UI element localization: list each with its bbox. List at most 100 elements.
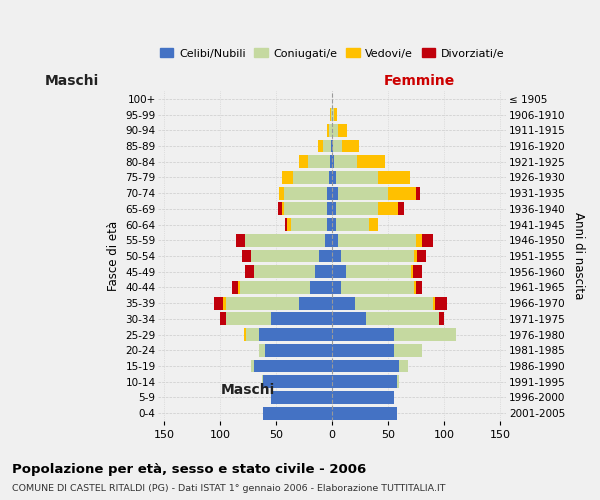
Text: Maschi: Maschi: [44, 74, 98, 88]
Bar: [291, 218, 326, 231]
Bar: [332, 108, 334, 121]
Bar: [335, 202, 378, 215]
Bar: [414, 250, 418, 262]
Bar: [238, 281, 240, 294]
Bar: [259, 328, 332, 341]
Bar: [413, 266, 422, 278]
Bar: [326, 124, 329, 137]
Bar: [325, 234, 332, 246]
Bar: [285, 218, 287, 231]
Bar: [332, 296, 355, 310]
Bar: [293, 171, 329, 184]
Bar: [284, 186, 326, 200]
Bar: [355, 296, 433, 310]
Bar: [226, 296, 299, 310]
Bar: [299, 156, 308, 168]
Bar: [338, 186, 388, 200]
Bar: [323, 140, 331, 152]
Bar: [388, 186, 416, 200]
Bar: [414, 281, 416, 294]
Bar: [398, 202, 404, 215]
Bar: [271, 312, 332, 326]
Text: Femmine: Femmine: [383, 74, 455, 88]
Bar: [335, 171, 378, 184]
Bar: [214, 296, 223, 310]
Bar: [282, 202, 284, 215]
Bar: [236, 234, 245, 246]
Bar: [397, 376, 400, 388]
Bar: [338, 234, 416, 246]
Bar: [416, 186, 419, 200]
Bar: [332, 202, 335, 215]
Bar: [226, 312, 271, 326]
Bar: [433, 296, 436, 310]
Bar: [369, 218, 378, 231]
Bar: [259, 344, 265, 356]
Bar: [332, 312, 366, 326]
Bar: [332, 124, 338, 137]
Bar: [284, 202, 326, 215]
Bar: [335, 218, 369, 231]
Bar: [332, 234, 338, 246]
Bar: [240, 281, 310, 294]
Bar: [316, 266, 332, 278]
Bar: [332, 391, 394, 404]
Y-axis label: Fasce di età: Fasce di età: [107, 221, 120, 291]
Bar: [278, 202, 282, 215]
Bar: [280, 186, 284, 200]
Bar: [332, 186, 338, 200]
Bar: [251, 250, 319, 262]
Bar: [331, 140, 332, 152]
Bar: [310, 281, 332, 294]
Bar: [263, 406, 332, 420]
Bar: [334, 108, 337, 121]
Bar: [357, 156, 385, 168]
Bar: [245, 266, 254, 278]
Bar: [416, 281, 422, 294]
Bar: [332, 218, 335, 231]
Bar: [246, 328, 259, 341]
Bar: [338, 124, 347, 137]
Bar: [282, 171, 293, 184]
Bar: [262, 376, 263, 388]
Bar: [330, 108, 331, 121]
Bar: [287, 218, 291, 231]
Bar: [334, 140, 342, 152]
Bar: [220, 312, 226, 326]
Bar: [319, 250, 332, 262]
Bar: [332, 376, 397, 388]
Bar: [332, 140, 334, 152]
Bar: [329, 124, 332, 137]
Bar: [326, 186, 332, 200]
Bar: [232, 281, 238, 294]
Bar: [331, 108, 332, 121]
Bar: [317, 140, 323, 152]
Bar: [223, 296, 226, 310]
Bar: [332, 266, 346, 278]
Bar: [308, 156, 330, 168]
Legend: Celibi/Nubili, Coniugati/e, Vedovi/e, Divorziati/e: Celibi/Nubili, Coniugati/e, Vedovi/e, Di…: [155, 44, 509, 63]
Bar: [242, 250, 251, 262]
Y-axis label: Anni di nascita: Anni di nascita: [572, 212, 585, 300]
Bar: [330, 156, 332, 168]
Bar: [332, 328, 394, 341]
Text: COMUNE DI CASTEL RITALDI (PG) - Dati ISTAT 1° gennaio 2006 - Elaborazione TUTTIT: COMUNE DI CASTEL RITALDI (PG) - Dati IST…: [12, 484, 445, 493]
Bar: [332, 171, 335, 184]
Bar: [254, 266, 316, 278]
Bar: [422, 234, 433, 246]
Bar: [245, 234, 325, 246]
Bar: [341, 281, 414, 294]
Bar: [436, 296, 446, 310]
Text: Maschi: Maschi: [221, 383, 275, 397]
Bar: [334, 156, 357, 168]
Bar: [326, 202, 332, 215]
Bar: [332, 360, 400, 372]
Text: Popolazione per età, sesso e stato civile - 2006: Popolazione per età, sesso e stato civil…: [12, 462, 366, 475]
Bar: [332, 406, 397, 420]
Bar: [332, 344, 394, 356]
Bar: [326, 218, 332, 231]
Bar: [394, 328, 455, 341]
Bar: [400, 360, 409, 372]
Bar: [418, 250, 427, 262]
Bar: [416, 234, 422, 246]
